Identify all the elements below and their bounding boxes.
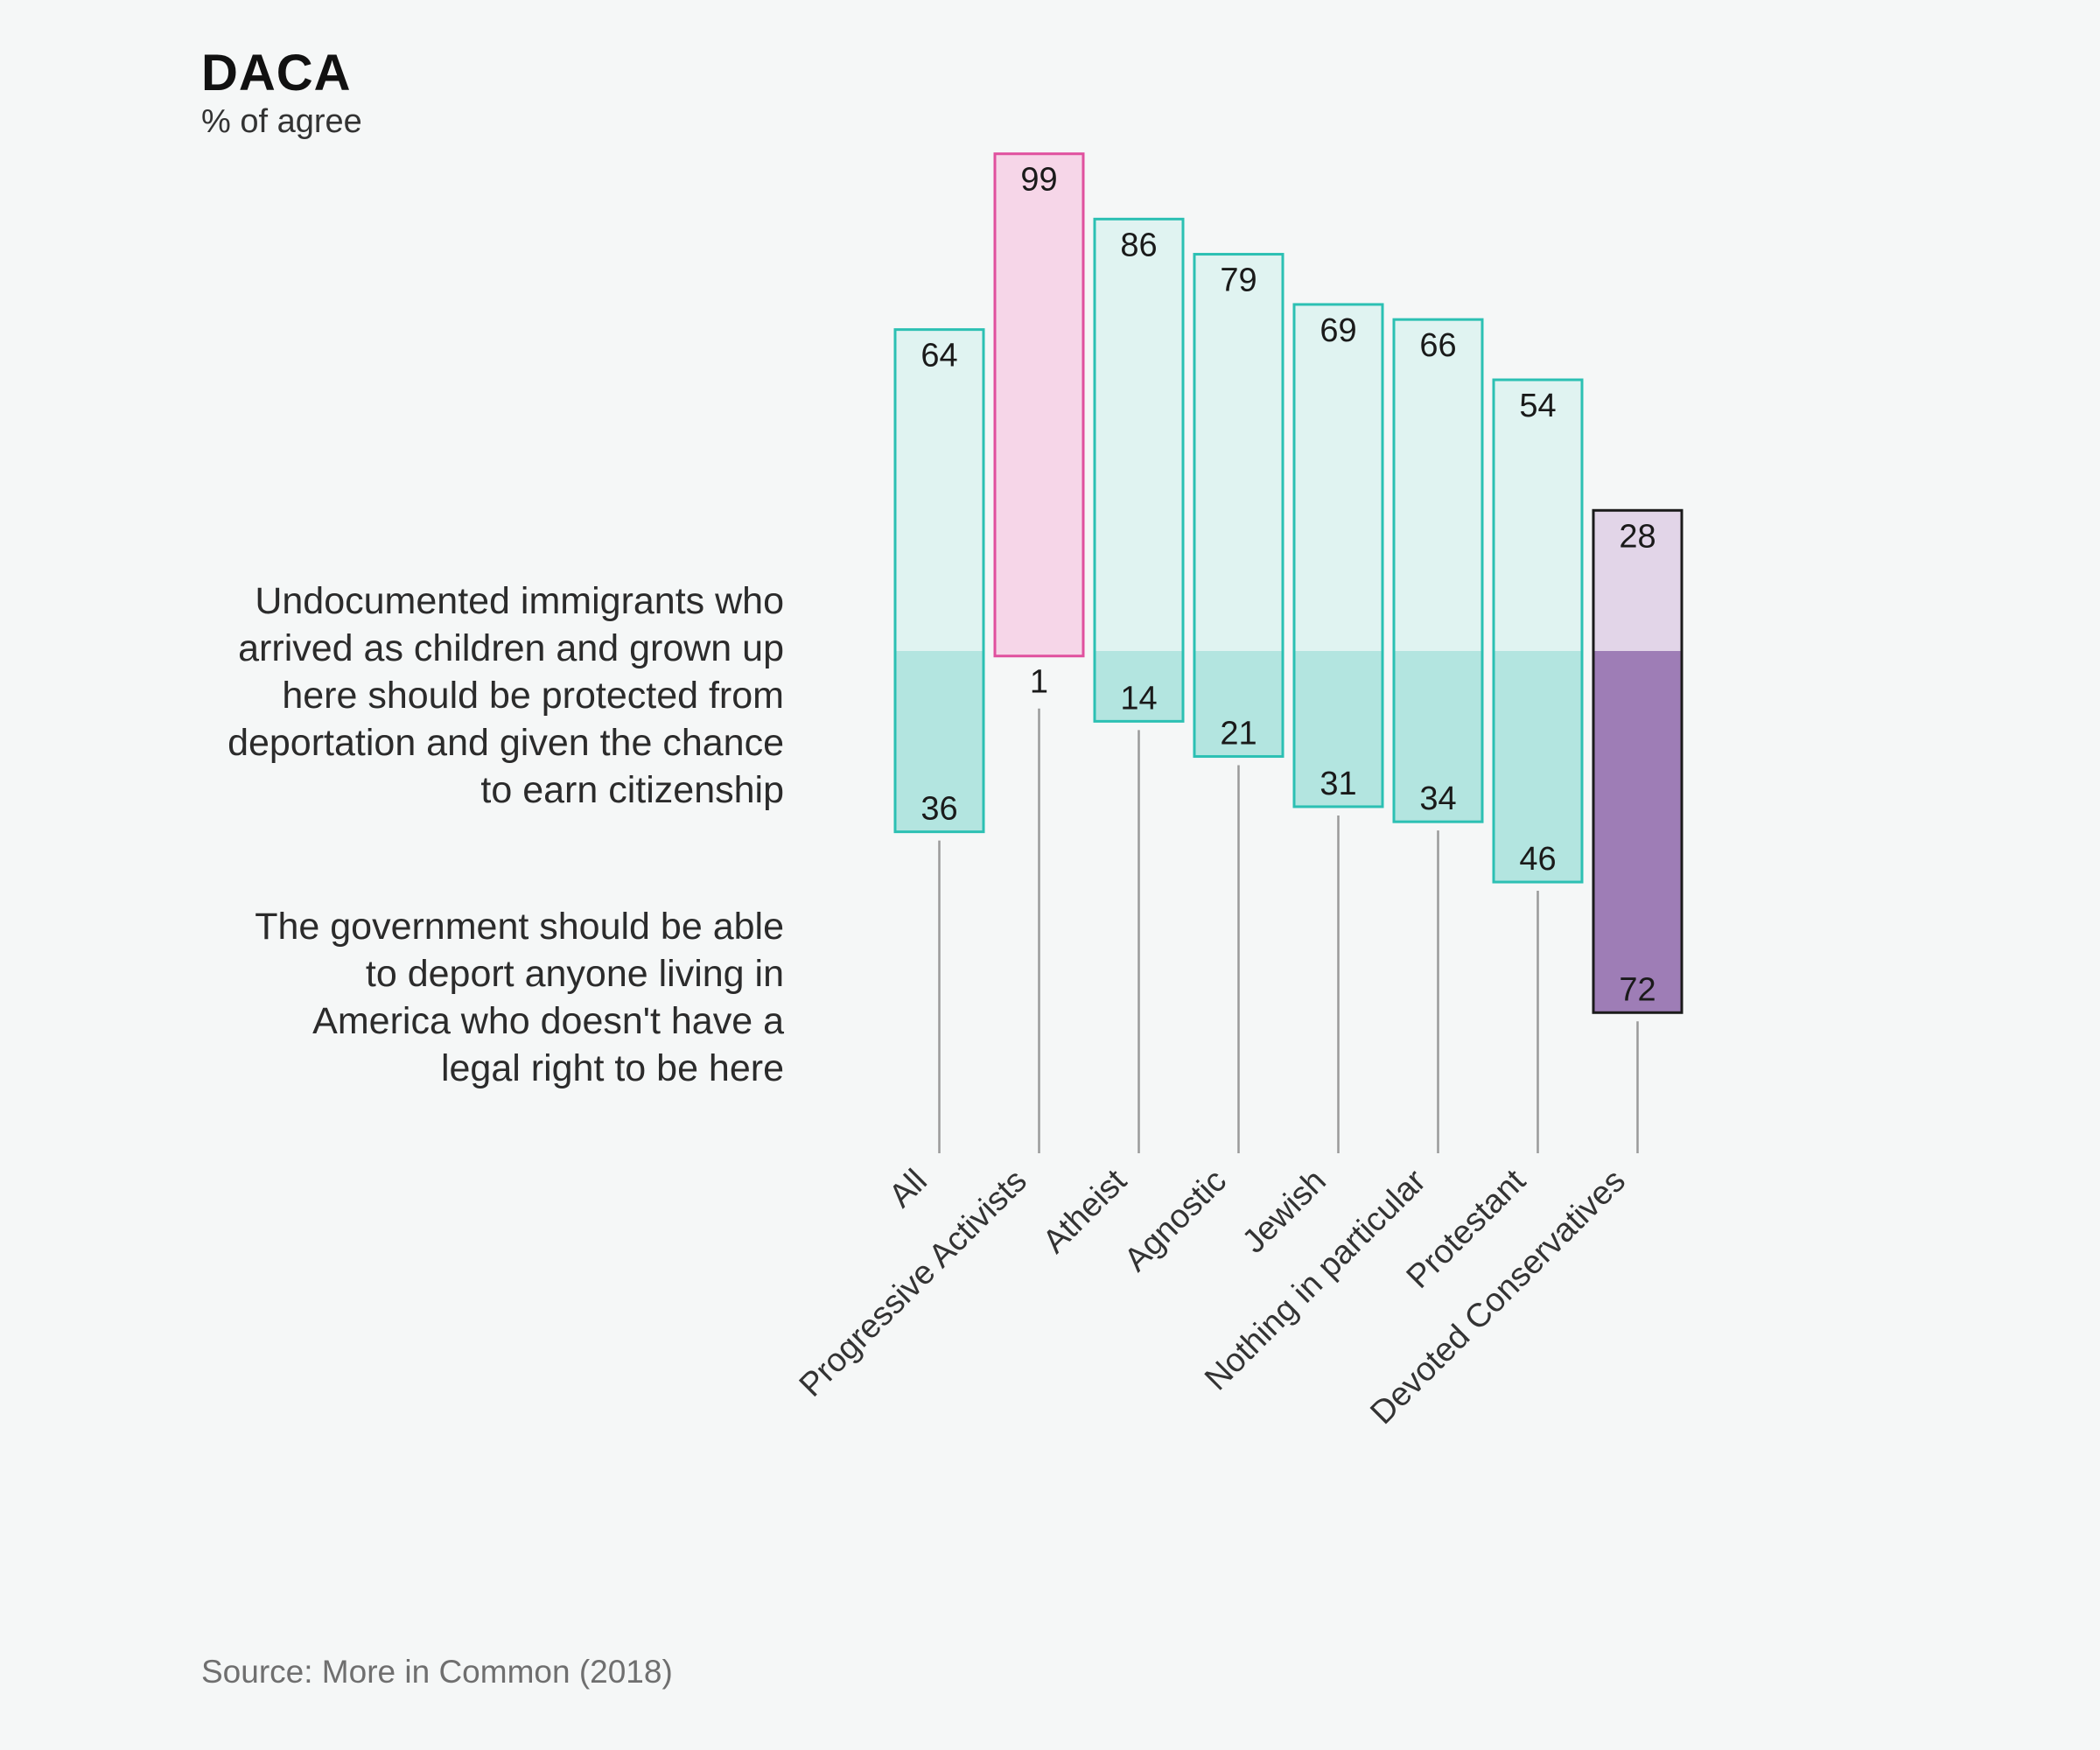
value-agree-agnostic: 79: [1220, 262, 1256, 299]
bar-outline-protestant: [1492, 378, 1584, 884]
bar-disagree-atheist: [1095, 651, 1183, 722]
chart-title: DACA: [201, 45, 352, 102]
bar-disagree-agnostic: [1194, 651, 1283, 757]
value-agree-progressive-activists: 99: [1020, 162, 1057, 199]
bar-disagree-devoted-conservatives: [1593, 651, 1682, 1013]
value-agree-all: 64: [920, 338, 957, 374]
category-label-agnostic: Agnostic: [1117, 1163, 1234, 1279]
bar-disagree-all: [895, 651, 984, 832]
bar-outline-atheist: [1093, 217, 1185, 723]
bar-agree-progressive-activists: [995, 153, 1083, 652]
chart-subtitle: % of agree: [201, 103, 362, 140]
bar-disagree-nothing-in-particular: [1394, 651, 1482, 822]
value-agree-jewish: 69: [1320, 312, 1356, 349]
value-disagree-progressive-activists: 1: [1030, 664, 1048, 701]
bar-agree-agnostic: [1194, 254, 1283, 651]
bar-disagree-progressive-activists: [995, 651, 1083, 656]
bar-outline-agnostic: [1193, 253, 1284, 759]
bar-outline-jewish: [1292, 303, 1384, 808]
value-agree-atheist: 86: [1120, 227, 1157, 263]
value-disagree-jewish: 31: [1320, 766, 1356, 802]
bar-agree-devoted-conservatives: [1593, 510, 1682, 651]
value-agree-protestant: 54: [1519, 388, 1556, 424]
bar-outline-all: [893, 328, 985, 834]
bar-agree-jewish: [1294, 304, 1382, 651]
bar-outline-progressive-activists: [993, 152, 1085, 658]
bar-agree-nothing-in-particular: [1394, 319, 1482, 651]
bar-disagree-jewish: [1294, 651, 1382, 807]
bar-outline-nothing-in-particular: [1392, 318, 1484, 823]
category-label-jewish: Jewish: [1236, 1163, 1334, 1261]
source-note: Source: More in Common (2018): [201, 1654, 673, 1690]
bar-agree-all: [895, 329, 984, 651]
bar-agree-protestant: [1494, 380, 1582, 651]
value-agree-devoted-conservatives: 28: [1619, 518, 1656, 555]
agree-statement-label: Undocumented immigrants who arrived as c…: [228, 580, 784, 811]
value-disagree-all: 36: [920, 791, 957, 828]
category-label-atheist: Atheist: [1036, 1162, 1134, 1260]
disagree-statement-label: The government should be able to deport …: [255, 906, 784, 1089]
value-disagree-protestant: 46: [1519, 841, 1556, 878]
value-disagree-agnostic: 21: [1220, 716, 1256, 752]
value-agree-nothing-in-particular: 66: [1419, 327, 1456, 364]
value-disagree-atheist: 14: [1120, 680, 1157, 717]
bar-agree-atheist: [1095, 219, 1183, 652]
bar-outline-devoted-conservatives: [1592, 508, 1684, 1014]
category-label-all: All: [882, 1163, 934, 1215]
value-disagree-devoted-conservatives: 72: [1619, 971, 1656, 1008]
bar-disagree-protestant: [1494, 651, 1582, 883]
value-disagree-nothing-in-particular: 34: [1419, 780, 1456, 817]
